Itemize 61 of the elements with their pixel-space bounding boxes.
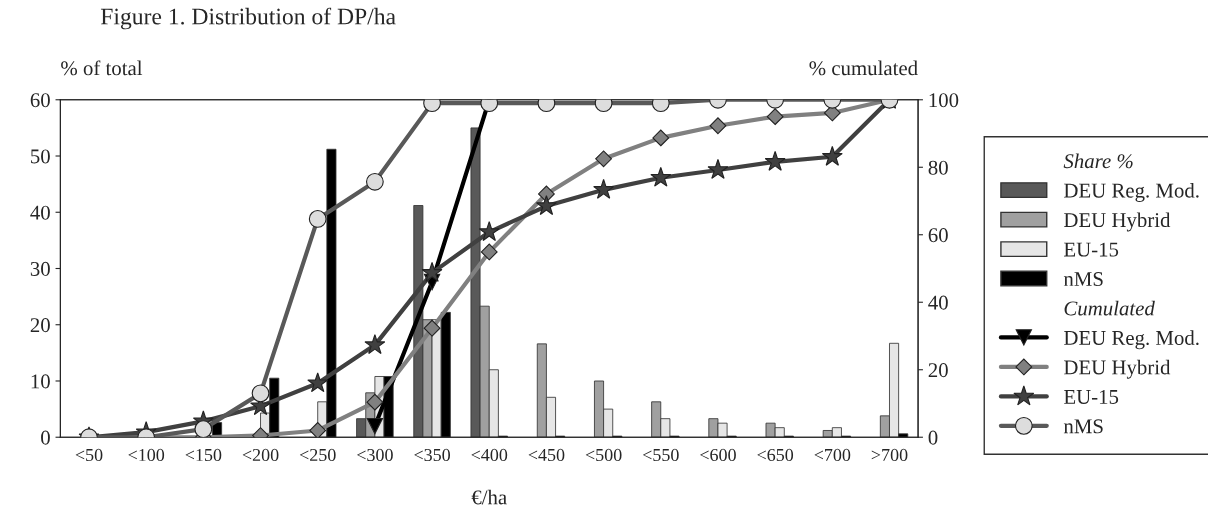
y2-tick-label: 0 [928, 430, 938, 445]
chart-title: Figure 1. Distribution of DP/ha [100, 7, 396, 30]
x-axis-title: €/ha [471, 489, 507, 505]
y-tick-label: 50 [31, 149, 50, 164]
y2-tick-label: 100 [929, 93, 959, 108]
x-tick-label: >700 [871, 448, 908, 462]
point [707, 158, 729, 179]
y-tick-label: 10 [31, 374, 50, 389]
legend-label: nMS [1063, 419, 1103, 434]
point [366, 393, 384, 411]
x-tick-label: <350 [414, 448, 451, 462]
y2-tick-label: 20 [928, 363, 948, 378]
x-tick-label: <250 [299, 448, 336, 462]
point [307, 372, 329, 393]
legend-label: nMS [1063, 272, 1103, 287]
legend-label: DEU Reg. Mod. [1064, 330, 1199, 350]
point [366, 417, 384, 435]
point [821, 145, 843, 166]
point [593, 178, 615, 199]
x-tick-label: <650 [757, 448, 794, 462]
legend-label: DEU Hybrid [1064, 212, 1171, 232]
legend-label: EU-15 [1064, 389, 1119, 404]
point [595, 150, 613, 168]
point [709, 117, 727, 135]
text: Cumulated [1064, 300, 1155, 316]
y-axis-title: % of total [61, 60, 143, 76]
y2-tick-label: 60 [928, 228, 948, 243]
y2-tick-label: 80 [928, 160, 948, 175]
y-tick-label: 20 [30, 318, 50, 333]
point [764, 150, 786, 171]
y-tick-label: 60 [30, 93, 50, 108]
x-tick-label: <500 [585, 448, 622, 462]
x-tick-label: <300 [357, 448, 393, 462]
point [766, 108, 784, 126]
point [652, 129, 670, 147]
x-tick-label: <150 [185, 448, 222, 462]
legend-title: Share % [1063, 153, 1133, 169]
y-tick-label: 40 [30, 205, 50, 220]
point [364, 334, 386, 355]
x-tick-label: <400 [471, 448, 508, 462]
point [421, 261, 443, 282]
x-tick-label: <200 [242, 448, 279, 462]
legend-label: DEU Reg. Mod. [1064, 182, 1199, 202]
x-tick-label: <700 [814, 448, 851, 462]
point [309, 422, 327, 438]
y2-tick-label: 40 [928, 295, 948, 310]
point [535, 195, 557, 216]
point [478, 221, 500, 242]
point [480, 243, 498, 261]
point [423, 319, 441, 337]
x-tick-label: <100 [128, 448, 165, 462]
y-tick-label: 0 [41, 430, 50, 445]
legend-label: EU-15 [1064, 242, 1119, 257]
x-tick-label: <600 [700, 448, 736, 462]
legend-label: DEU Hybrid [1064, 359, 1171, 379]
y2-axis-title: % cumulated [809, 60, 918, 76]
x-tick-label: <550 [643, 448, 679, 462]
point [650, 166, 672, 187]
x-tick-label: <50 [75, 448, 103, 462]
y-tick-label: 30 [30, 261, 50, 276]
x-tick-label: <450 [528, 448, 565, 462]
